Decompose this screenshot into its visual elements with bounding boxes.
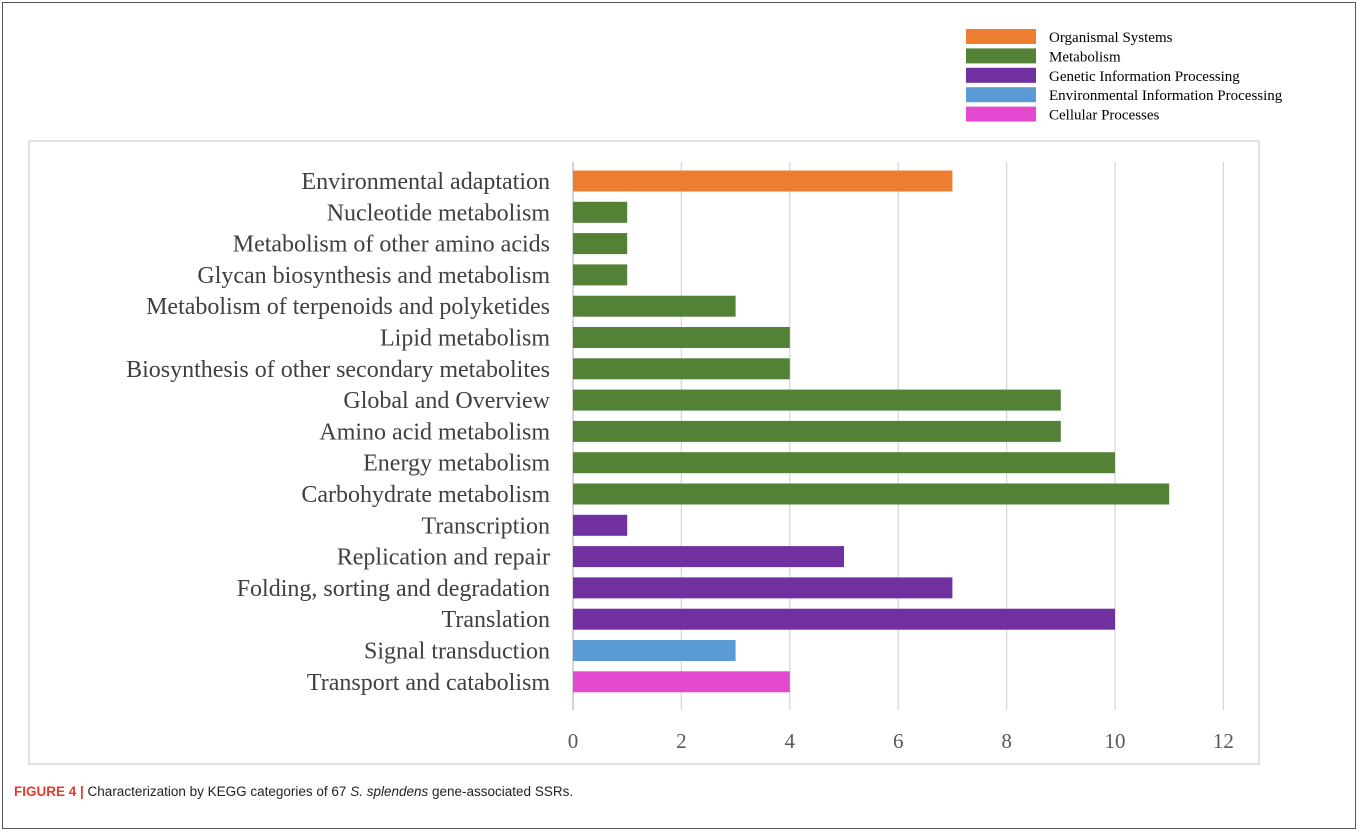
x-tick-label: 8	[1001, 729, 1012, 753]
category-label: Metabolism of terpenoids and polyketides	[146, 294, 550, 320]
legend-swatch	[966, 87, 1036, 103]
category-label: Nucleotide metabolism	[327, 200, 551, 226]
caption-text-before: Characterization by KEGG categories of 6…	[83, 784, 351, 799]
category-label: Amino acid metabolism	[319, 419, 550, 445]
bar	[573, 420, 1061, 442]
category-label: Folding, sorting and degradation	[237, 576, 550, 602]
legend-label: Cellular Processes	[1049, 108, 1160, 124]
x-tick-label: 12	[1213, 729, 1234, 753]
category-label: Global and Overview	[343, 388, 550, 414]
category-label: Energy metabolism	[363, 451, 550, 477]
category-label: Metabolism of other amino acids	[233, 232, 550, 258]
legend-label: Genetic Information Processing	[1049, 69, 1240, 85]
category-label: Lipid metabolism	[380, 326, 550, 352]
bar	[573, 608, 1115, 630]
category-label: Carbohydrate metabolism	[301, 482, 550, 508]
bar	[573, 640, 736, 661]
category-label: Replication and repair	[337, 545, 550, 571]
x-tick-label: 6	[893, 729, 904, 753]
category-label: Transport and catabolism	[307, 670, 550, 696]
bar	[573, 170, 953, 192]
figure-caption: FIGURE 4 | Characterization by KEGG cate…	[14, 784, 573, 799]
bar	[573, 671, 790, 693]
legend-swatch	[966, 48, 1036, 64]
category-label: Signal transduction	[364, 639, 550, 665]
caption-text-after: gene-associated SSRs.	[428, 784, 574, 799]
x-tick-label: 4	[785, 729, 796, 753]
bar	[573, 546, 844, 568]
category-label: Transcription	[422, 513, 550, 539]
bar	[573, 201, 628, 223]
category-label: Translation	[442, 607, 550, 633]
bar	[573, 483, 1170, 505]
caption-label: FIGURE 4 |	[14, 784, 84, 799]
legend-label: Metabolism	[1049, 49, 1121, 65]
bar	[573, 295, 736, 317]
legend-swatch	[966, 29, 1036, 44]
legend-label: Environmental Information Processing	[1049, 88, 1283, 104]
bar	[573, 577, 953, 599]
x-tick-label: 2	[676, 729, 687, 753]
category-label: Environmental adaptation	[301, 169, 550, 195]
caption-species: S. splendens	[350, 784, 429, 799]
bar	[573, 389, 1061, 411]
x-tick-label: 10	[1105, 729, 1126, 753]
legend-swatch	[966, 106, 1036, 122]
category-label: Biosynthesis of other secondary metaboli…	[126, 357, 550, 383]
legend-swatch	[966, 67, 1036, 83]
bar	[573, 358, 790, 380]
bar	[573, 264, 628, 286]
bar	[573, 233, 628, 255]
bar	[573, 327, 790, 348]
category-label: Glycan biosynthesis and metabolism	[197, 263, 550, 289]
bar	[573, 452, 1115, 474]
bar	[573, 514, 628, 536]
legend-label: Organismal Systems	[1049, 30, 1173, 46]
x-tick-label: 0	[568, 729, 579, 753]
plot-area-border	[28, 140, 1260, 765]
